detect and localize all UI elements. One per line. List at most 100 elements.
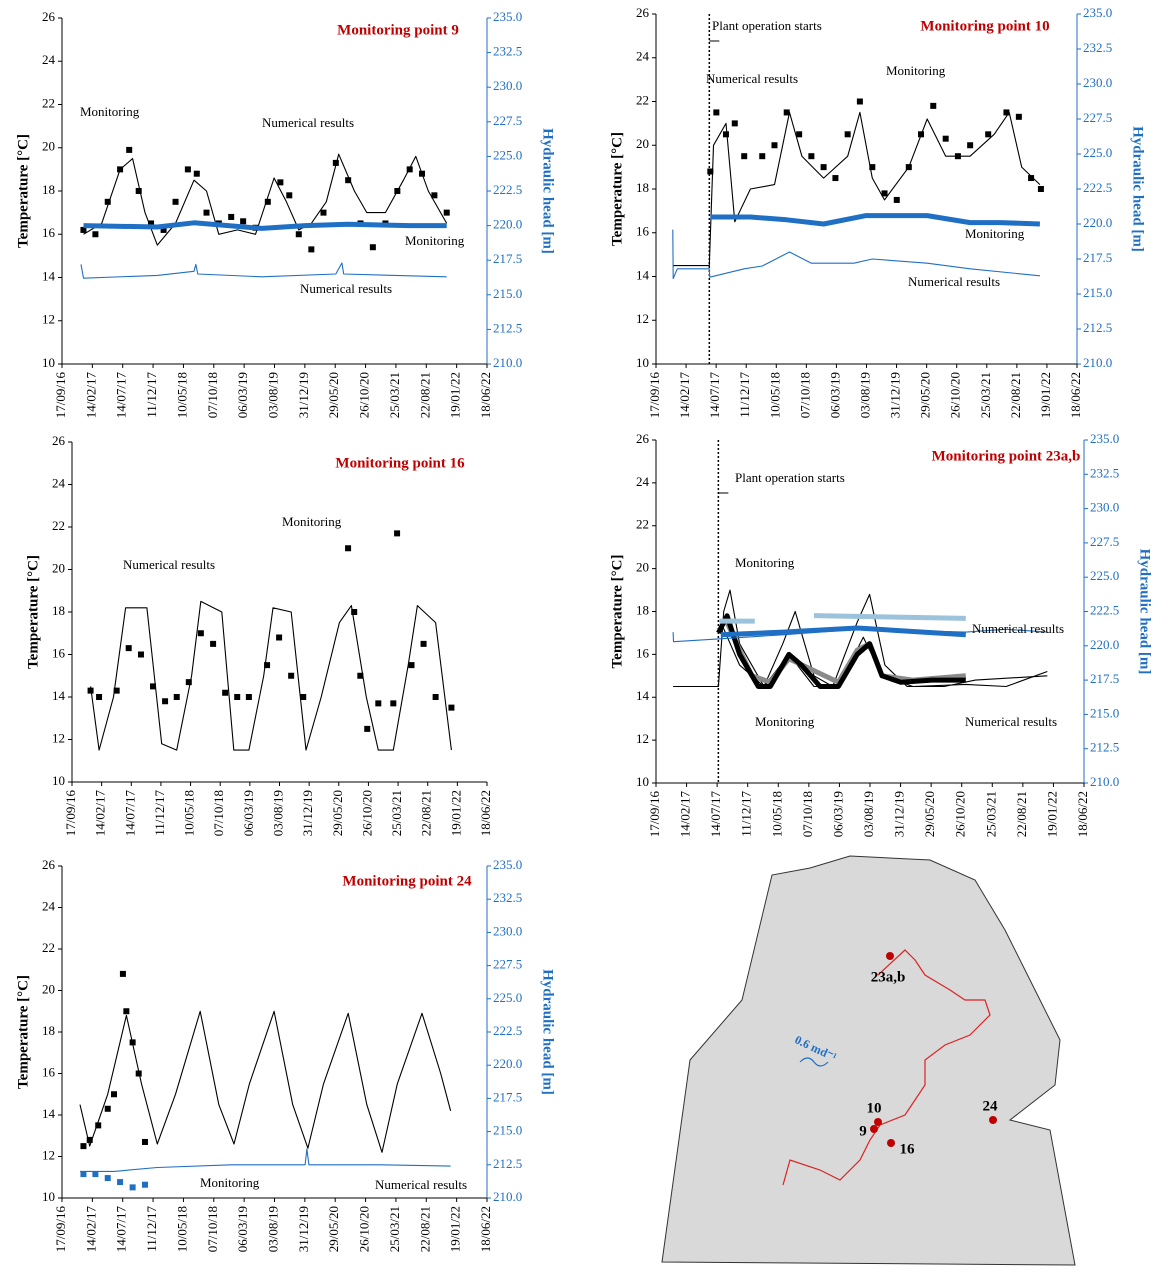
map-point bbox=[887, 1139, 895, 1147]
data-point bbox=[783, 109, 790, 116]
data-point bbox=[369, 244, 376, 251]
x-tick-label: 10/05/18 bbox=[182, 790, 197, 836]
x-tick-label: 11/12/17 bbox=[739, 791, 754, 837]
y2-tick-label: 215.0 bbox=[493, 1123, 522, 1138]
x-tick-label: 31/12/19 bbox=[888, 372, 903, 418]
data-point bbox=[881, 190, 888, 197]
annotation: Monitoring bbox=[735, 555, 795, 570]
x-tick-label: 19/01/22 bbox=[448, 790, 463, 836]
data-point bbox=[162, 698, 169, 705]
y-tick-label: 14 bbox=[42, 1106, 56, 1121]
chart: 10 12 14 16 18 20 22 24 26 210.0 212.5 215.0 217.5 22… bbox=[609, 431, 1152, 837]
y-tick-label: 22 bbox=[636, 92, 649, 107]
data-point bbox=[228, 213, 235, 220]
data-line bbox=[720, 625, 966, 638]
y-tick-label: 14 bbox=[52, 688, 66, 703]
annotation: Monitoring bbox=[405, 233, 465, 248]
data-point bbox=[129, 1184, 136, 1191]
data-point bbox=[160, 226, 167, 233]
x-tick-label: 25/03/21 bbox=[387, 1206, 402, 1252]
y2-tick-label: 212.5 bbox=[1090, 740, 1119, 755]
x-tick-label: 18/06/22 bbox=[478, 790, 493, 836]
data-point bbox=[771, 142, 778, 149]
data-point bbox=[92, 1171, 99, 1178]
y-tick-label: 10 bbox=[42, 1189, 55, 1204]
y-axis-label: Temperature [°C] bbox=[25, 555, 41, 669]
data-point bbox=[820, 164, 827, 171]
y2-tick-label: 220.0 bbox=[493, 217, 522, 232]
data-line bbox=[80, 262, 447, 279]
x-tick-label: 25/03/21 bbox=[389, 790, 404, 836]
annotation: Monitoring bbox=[80, 104, 140, 119]
data-line bbox=[716, 613, 966, 689]
x-tick-label: 19/01/22 bbox=[448, 372, 463, 418]
data-point bbox=[420, 640, 427, 647]
data-point bbox=[288, 672, 295, 679]
x-tick-label: 03/08/19 bbox=[265, 1206, 280, 1252]
map-point-label: 16 bbox=[900, 1141, 916, 1157]
event-label: Plant operation starts bbox=[712, 18, 822, 33]
x-tick-label: 31/12/19 bbox=[296, 372, 311, 418]
y2-tick-label: 227.5 bbox=[1083, 110, 1112, 125]
x-tick-label: 11/12/17 bbox=[144, 1206, 159, 1252]
y-tick-label: 12 bbox=[52, 730, 65, 745]
data-point bbox=[234, 694, 241, 700]
y2-tick-label: 215.0 bbox=[1083, 285, 1112, 300]
x-tick-label: 29/05/20 bbox=[330, 790, 345, 836]
data-point bbox=[137, 651, 144, 658]
plant-route bbox=[782, 949, 991, 1186]
annotation: Monitoring bbox=[200, 1175, 260, 1190]
map: 0.6 md⁻¹ 23a,b 10 9 16 24 bbox=[661, 855, 1076, 1266]
data-point bbox=[856, 98, 863, 105]
y2-tick-label: 222.5 bbox=[1090, 602, 1119, 617]
map-point-label: 10 bbox=[867, 1100, 882, 1116]
map-point bbox=[870, 1125, 878, 1133]
x-tick-label: 19/01/22 bbox=[1044, 791, 1059, 837]
x-tick-label: 11/12/17 bbox=[144, 372, 159, 418]
y2-axis-label: Hydraulic head [m] bbox=[540, 969, 556, 1095]
data-point bbox=[87, 687, 94, 694]
y2-tick-label: 232.5 bbox=[1090, 465, 1119, 480]
data-point bbox=[394, 530, 401, 537]
data-point bbox=[193, 170, 200, 177]
y2-tick-label: 235.0 bbox=[1083, 5, 1112, 20]
data-point bbox=[364, 725, 371, 732]
y-tick-label: 10 bbox=[42, 355, 55, 370]
y-tick-label: 16 bbox=[42, 1064, 56, 1079]
data-point bbox=[245, 694, 252, 700]
y2-tick-label: 212.5 bbox=[1083, 320, 1112, 335]
x-tick-label: 29/05/20 bbox=[326, 372, 341, 418]
y2-tick-label: 222.5 bbox=[493, 182, 522, 197]
x-tick-label: 07/10/18 bbox=[800, 791, 815, 837]
data-point bbox=[80, 1143, 87, 1150]
x-tick-label: 25/03/21 bbox=[983, 791, 998, 837]
y-tick-label: 12 bbox=[42, 1147, 55, 1162]
x-tick-label: 14/07/17 bbox=[114, 1206, 129, 1253]
data-point bbox=[731, 120, 738, 127]
map-point-label: 9 bbox=[859, 1123, 867, 1139]
y2-tick-label: 220.0 bbox=[1090, 637, 1119, 652]
data-line bbox=[83, 220, 447, 231]
y-tick-label: 12 bbox=[636, 311, 649, 326]
data-point bbox=[104, 1105, 111, 1112]
y2-tick-label: 235.0 bbox=[493, 9, 522, 24]
y2-tick-label: 210.0 bbox=[1083, 355, 1112, 370]
data-point bbox=[942, 135, 949, 142]
data-point bbox=[1015, 113, 1022, 120]
map-point-label: 23a,b bbox=[871, 969, 906, 985]
data-point bbox=[431, 192, 438, 199]
x-tick-label: 14/07/17 bbox=[708, 791, 723, 838]
y2-tick-label: 232.5 bbox=[493, 44, 522, 59]
annotation: Monitoring bbox=[755, 714, 815, 729]
annotation: Numerical results bbox=[908, 274, 1000, 289]
y-axis-label: Temperature [°C] bbox=[609, 132, 625, 246]
annotation: Monitoring bbox=[965, 226, 1025, 241]
data-point bbox=[808, 153, 815, 160]
data-point bbox=[135, 188, 142, 194]
x-tick-label: 18/06/22 bbox=[1075, 791, 1090, 837]
data-line bbox=[79, 1010, 452, 1153]
data-point bbox=[185, 679, 192, 686]
x-tick-label: 17/09/16 bbox=[53, 372, 68, 419]
y2-tick-label: 225.0 bbox=[1083, 145, 1112, 160]
x-tick-label: 29/05/20 bbox=[922, 791, 937, 837]
